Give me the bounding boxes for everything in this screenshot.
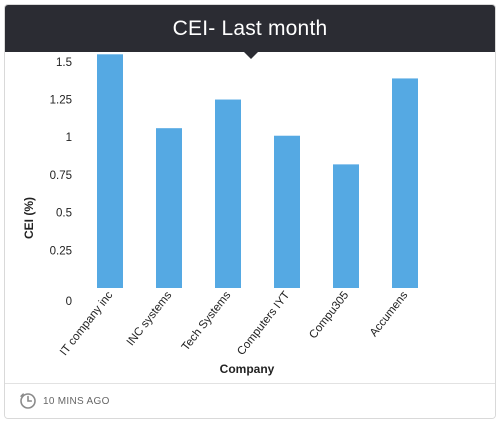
- x-axis-ticks: IT company inc INC systems Tech Systems Com…: [58, 289, 410, 358]
- y-tick-label: 1: [66, 132, 72, 144]
- updated-timestamp: 10 MINS AGO: [43, 396, 110, 407]
- y-tick-label: 1.5: [56, 57, 72, 69]
- header-notch: [244, 52, 258, 59]
- card-title: CEI- Last month: [172, 17, 328, 40]
- clock-icon: [20, 393, 36, 409]
- x-tick-label: Accumens: [368, 289, 411, 339]
- bar: [333, 164, 359, 288]
- x-axis-title: Company: [220, 362, 275, 376]
- y-axis-ticks: 0 0.25 0.5 0.75 1 1.25 1.5: [50, 57, 72, 308]
- y-tick-label: 0: [66, 296, 72, 308]
- bar: [392, 78, 418, 288]
- card-header: CEI- Last month: [5, 5, 495, 52]
- y-tick-label: 1.25: [50, 95, 72, 107]
- bars: [97, 54, 418, 289]
- bar-chart: 0 0.25 0.5 0.75 1 1.25 1.5 IT company inc INC s…: [22, 54, 418, 376]
- bar: [274, 135, 300, 288]
- bar: [215, 99, 241, 289]
- y-axis-title: CEI (%): [22, 197, 36, 239]
- card-footer: 10 MINS AGO: [5, 383, 495, 418]
- y-tick-label: 0.25: [50, 245, 72, 257]
- x-tick-label: Compu305: [307, 289, 351, 341]
- x-tick-label: Computers IYT: [235, 289, 292, 357]
- y-tick-label: 0.5: [56, 208, 72, 220]
- chart-card: CEI- Last month 0 0.25 0.5 0.75 1 1.25 1.5 IT …: [4, 4, 496, 419]
- y-tick-label: 0.75: [50, 170, 72, 182]
- bar: [97, 54, 123, 288]
- bar: [156, 128, 182, 288]
- x-tick-label: Tech Systems: [180, 289, 234, 353]
- x-tick-label: INC systems: [125, 289, 175, 348]
